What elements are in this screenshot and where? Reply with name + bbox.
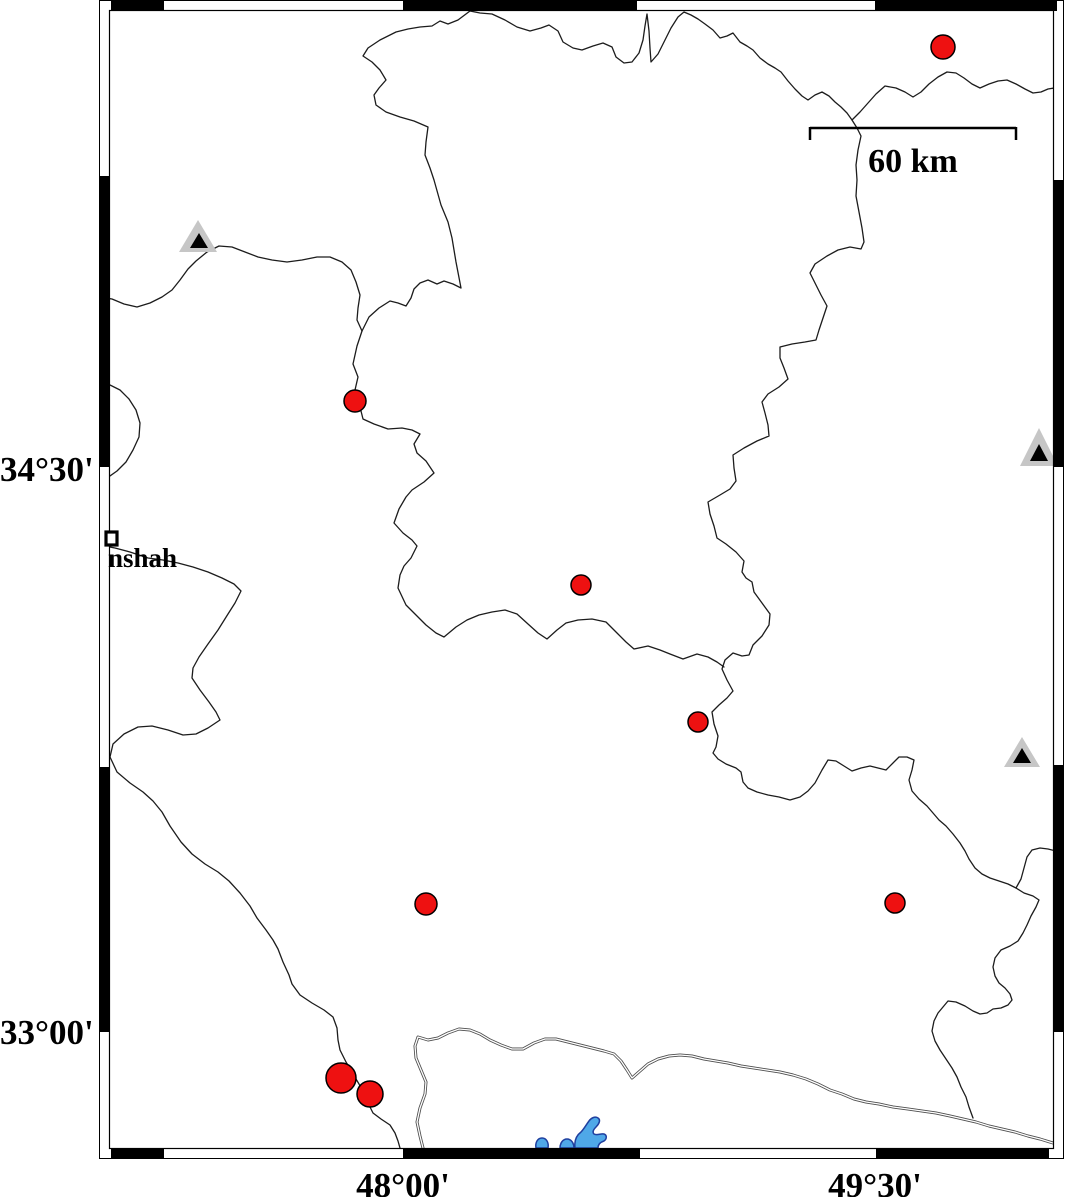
boundary-line-kermanshah-sw-boundary — [110, 546, 401, 1148]
frame-tick-top — [875, 0, 1057, 11]
earthquake-marker-4 — [414, 892, 438, 916]
lat-label-33-00: 33°00' — [0, 1013, 94, 1052]
boundary-line-top-east-boundary — [469, 11, 1053, 121]
earthquake-marker-6 — [325, 1062, 357, 1094]
station-triangle-core-2 — [1013, 748, 1031, 763]
map-content — [110, 11, 1053, 1148]
earthquake-marker-3 — [687, 711, 709, 733]
earthquake-marker-1 — [343, 389, 367, 413]
frame-tick-bottom — [876, 1148, 1049, 1159]
boundary-line-east-exit-branch — [1015, 847, 1053, 889]
lon-label-49-30: 49°30' — [828, 1166, 922, 1197]
scale-bar — [808, 126, 1018, 140]
frame-tick-right — [1053, 180, 1064, 467]
frame-tick-left — [99, 767, 110, 1032]
boundary-line-west-loop — [110, 384, 141, 477]
earthquake-marker-7 — [356, 1080, 384, 1108]
boundary-line-west-triangle-line — [110, 245, 363, 332]
station-triangle-core-0 — [190, 233, 208, 248]
earthquake-marker-0 — [930, 34, 956, 60]
earthquake-marker-5 — [884, 892, 906, 914]
earthquake-marker-2 — [570, 574, 592, 596]
lake-polygon-0 — [535, 1137, 549, 1148]
city-square-icon — [104, 530, 119, 547]
lon-label-48-00: 48°00' — [356, 1166, 450, 1197]
frame-tick-top — [111, 0, 164, 11]
frame-tick-top — [403, 0, 637, 11]
frame-tick-bottom — [111, 1148, 164, 1159]
frame-tick-left — [99, 176, 110, 467]
station-triangle-core-1 — [1030, 444, 1048, 461]
boundary-line-west-central-boundary — [352, 11, 725, 668]
frame-tick-right — [1053, 765, 1064, 1032]
lat-label-34-30: 34°30' — [0, 450, 94, 489]
city-label: nshah — [108, 543, 178, 573]
lake-polygon-1 — [559, 1138, 575, 1148]
boundary-line-southern-double-boundary-gap — [414, 1028, 1053, 1148]
map-frame — [99, 0, 1064, 1159]
boundary-line-east-province-boundary — [707, 119, 1040, 1119]
frame-tick-bottom — [403, 1148, 640, 1159]
scale-bar-label: 60 km — [868, 143, 958, 180]
lake-polygon-2 — [574, 1116, 607, 1148]
